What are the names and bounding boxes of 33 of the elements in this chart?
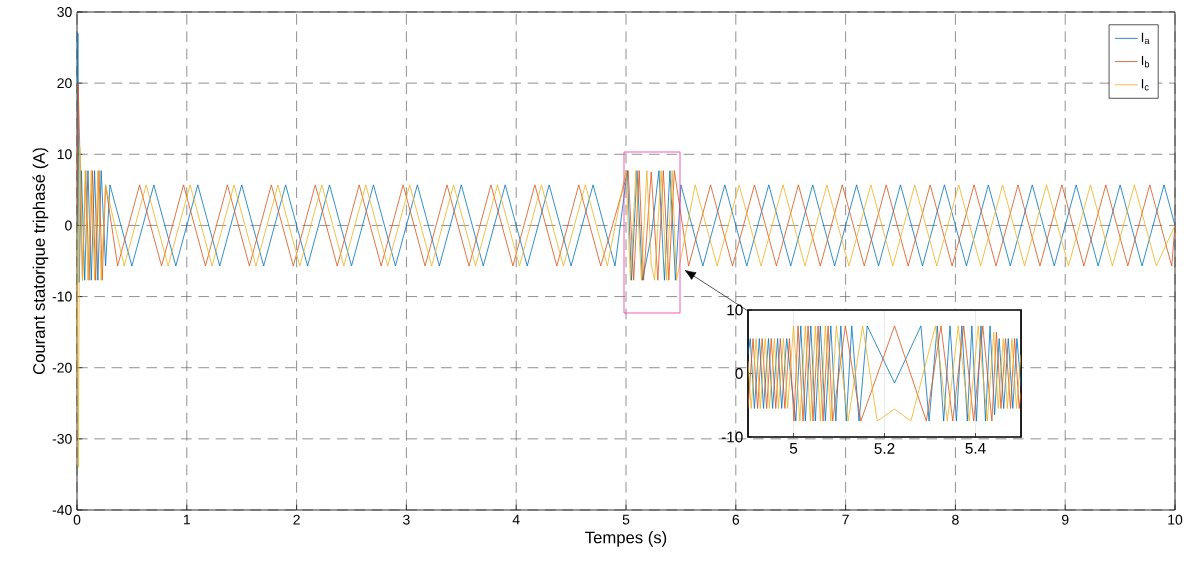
x-tick-label: 5: [789, 443, 798, 454]
y-tick-label: 0: [65, 220, 72, 231]
x-tick-label: 4: [512, 514, 520, 525]
line-series: [748, 325, 1022, 422]
x-tick-label: 3: [403, 514, 410, 525]
x-tick-label: 0: [73, 514, 81, 525]
x-tick-label: 5.2: [874, 443, 895, 454]
y-tick-label: 10: [727, 304, 743, 316]
x-tick-label: 7: [842, 514, 849, 525]
x-tick-label: 6: [732, 514, 740, 525]
x-tick-label: 9: [1061, 514, 1069, 525]
y-tick-label: -30: [52, 433, 72, 444]
y-axis-title: Courant statorique triphasé (A): [32, 148, 49, 375]
x-axis-title: Tempes (s): [585, 531, 667, 547]
y-tick-label: -20: [52, 362, 72, 373]
x-tick-label: 8: [952, 514, 959, 525]
legend-label: I$_{c}$: [1141, 79, 1149, 91]
legend-label: I$_{b}$: [1141, 55, 1150, 68]
y-tick-label: 30: [57, 7, 72, 17]
legend-label: I$_{a}$: [1141, 32, 1150, 45]
y-tick-label: 10: [57, 149, 72, 160]
x-tick-label: 5: [622, 514, 630, 525]
line-series: [77, 32, 1176, 283]
y-tick-label: -10: [721, 431, 743, 443]
y-tick-label: 0: [735, 368, 743, 379]
y-tick-label: -10: [52, 291, 72, 302]
x-tick-label: 5.4: [965, 443, 986, 454]
x-tick-label: 2: [293, 514, 300, 525]
y-tick-label: -40: [52, 505, 72, 515]
x-tick-label: 10: [1168, 514, 1183, 525]
x-tick-label: 1: [183, 514, 190, 525]
y-tick-label: 20: [57, 78, 72, 89]
line-series: [77, 146, 1176, 468]
